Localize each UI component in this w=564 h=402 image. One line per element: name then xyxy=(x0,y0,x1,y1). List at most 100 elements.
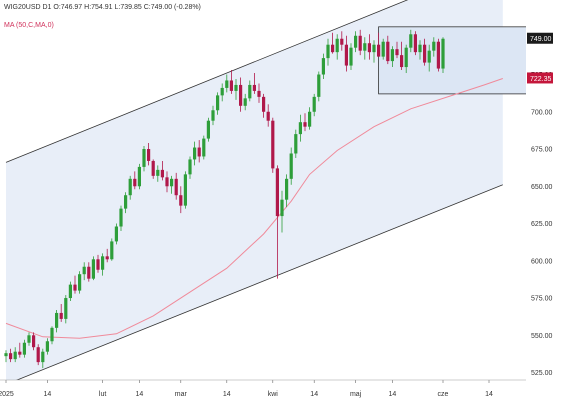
candle-body xyxy=(147,149,151,161)
candle-body xyxy=(308,111,312,127)
candle-body xyxy=(36,347,40,363)
candle-body xyxy=(41,351,45,363)
candle-body xyxy=(64,298,68,319)
candle-body xyxy=(101,256,105,270)
ma-legend: MA (50,C,MA,0) xyxy=(4,22,54,29)
candle-body xyxy=(427,50,431,63)
y-tick-label: 700.00 xyxy=(531,109,553,116)
candle-body xyxy=(133,178,137,187)
candle-body xyxy=(404,47,408,68)
y-tick-label: 600.00 xyxy=(531,258,553,265)
candle-body xyxy=(160,169,164,178)
candle-body xyxy=(239,84,243,106)
candle-body xyxy=(248,84,252,99)
y-tick-label: 625.00 xyxy=(531,221,553,228)
candle-body xyxy=(82,266,86,275)
candle-body xyxy=(354,35,358,48)
candle-body xyxy=(197,147,201,157)
candle-body xyxy=(142,149,146,167)
candle-body xyxy=(243,98,247,106)
candle-body xyxy=(271,120,275,169)
candle-body xyxy=(386,41,390,62)
candle-body xyxy=(436,41,440,69)
y-tick-label: 575.00 xyxy=(531,296,553,303)
candle-body xyxy=(418,44,422,53)
y-tick-label: 550.00 xyxy=(531,333,553,340)
candle-body xyxy=(234,84,238,91)
candle-body xyxy=(68,284,72,299)
candle-body xyxy=(59,312,63,319)
x-tick-label: 14 xyxy=(136,391,144,398)
x-tick-label: kwi xyxy=(268,391,279,398)
candle-body xyxy=(119,208,123,227)
candle-body xyxy=(321,58,325,75)
candle-body xyxy=(344,44,348,66)
candle-body xyxy=(50,327,54,342)
channel-fill xyxy=(6,0,503,380)
candle-body xyxy=(96,259,100,270)
candle-body xyxy=(174,178,178,196)
candle-body xyxy=(110,241,114,260)
ma-price-label: 722.35 xyxy=(527,72,553,84)
candle-body xyxy=(225,80,229,88)
last-price-label: 749.00 xyxy=(527,32,553,44)
candle-body xyxy=(179,195,183,206)
candle-body xyxy=(326,44,330,59)
candle-body xyxy=(358,35,362,51)
candle-body xyxy=(55,312,59,328)
x-tick-label: mar xyxy=(175,391,188,398)
candle-body xyxy=(381,41,385,57)
x-tick-label: 14 xyxy=(44,391,52,398)
candle-body xyxy=(294,134,298,154)
candle-body xyxy=(183,174,187,206)
candle-body xyxy=(188,159,192,175)
candle-body xyxy=(32,335,36,348)
candle-body xyxy=(91,259,95,279)
candle-body xyxy=(220,87,224,96)
candle-body xyxy=(303,122,307,127)
candle-body xyxy=(229,80,233,91)
candle-body xyxy=(298,122,302,135)
candle-body xyxy=(13,351,17,360)
candle-body xyxy=(156,169,160,176)
candle-body xyxy=(18,351,22,355)
candle-body xyxy=(441,38,445,69)
candle-body xyxy=(170,178,174,187)
candle-body xyxy=(114,226,118,242)
candle-body xyxy=(211,110,215,121)
x-tick-label: 14 xyxy=(223,391,231,398)
candle-body xyxy=(252,84,256,91)
y-tick-label: 650.00 xyxy=(531,184,553,191)
candle-body xyxy=(151,160,155,176)
candle-body xyxy=(193,147,197,160)
candle-body xyxy=(9,353,13,360)
candle-body xyxy=(4,353,8,357)
candle-body xyxy=(331,44,335,53)
x-tick-label: lut xyxy=(99,391,106,398)
candle-body xyxy=(363,43,367,51)
candle-body xyxy=(335,38,339,53)
candle-body xyxy=(390,49,394,62)
channel-upper-line xyxy=(5,0,409,163)
candle-body xyxy=(27,335,31,343)
y-tick-label: 525.00 xyxy=(531,370,553,377)
candle-body xyxy=(78,274,82,291)
svg-text:749.00: 749.00 xyxy=(530,36,552,43)
candle-body xyxy=(105,256,109,260)
candle-body xyxy=(377,44,381,57)
x-tick-label: 2025 xyxy=(0,391,14,398)
candle-body xyxy=(367,43,371,53)
candle-body xyxy=(137,166,141,187)
instrument-info: WIG20USD D1 O:746.97 H:754.91 L:739.85 C… xyxy=(4,4,201,11)
candle-body xyxy=(340,38,344,45)
candle-body xyxy=(257,90,261,97)
candle-body xyxy=(409,34,413,48)
candle-body xyxy=(372,44,376,53)
x-tick-label: 14 xyxy=(310,391,318,398)
candle-body xyxy=(413,34,417,53)
candle-body xyxy=(128,178,132,196)
candle-body xyxy=(349,47,353,66)
candle-body xyxy=(289,153,293,179)
candle-body xyxy=(275,168,279,217)
